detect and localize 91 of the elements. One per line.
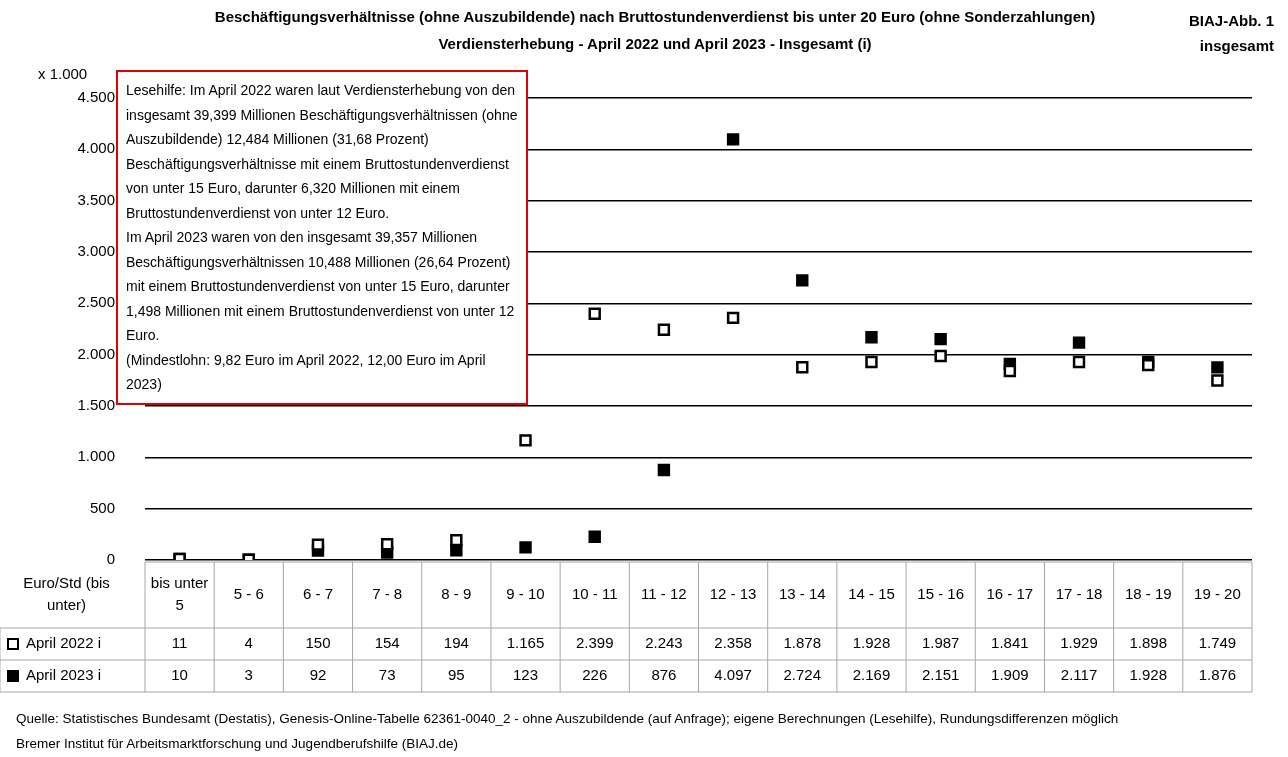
x-tick-label: 10 - 11	[571, 585, 618, 603]
x-tick-label: 14 - 15	[848, 585, 895, 603]
data-label: 3	[244, 666, 253, 684]
data-label: 92	[309, 666, 327, 684]
y-axis-title: x 1.000	[38, 65, 88, 82]
point	[519, 434, 532, 447]
data-label: 2.151	[921, 666, 960, 684]
data-label: 1.928	[1129, 666, 1167, 684]
point	[865, 331, 878, 344]
point	[796, 360, 809, 374]
x-tick-label: 5 - 6	[233, 585, 264, 603]
x-tick-label: 6 - 7	[302, 585, 333, 603]
point	[519, 541, 532, 554]
x-tick-label: 9 - 10	[506, 585, 545, 603]
point	[726, 311, 740, 325]
data-label: 1.749	[1198, 634, 1237, 652]
data-label: 154	[374, 634, 400, 652]
data-label: 226	[582, 666, 608, 684]
x-tick-label: 8 - 9	[441, 585, 472, 603]
text: Bremer Institut für Arbeitsmarktforschung und Jugendberufshilfe (BIAJ.de)	[16, 736, 458, 751]
legend-label: April 2023 i	[26, 666, 102, 684]
data-label: 4	[244, 634, 253, 652]
point	[657, 323, 671, 336]
x-tick-label: 17 - 18	[1055, 585, 1103, 603]
text: insgesamt	[1199, 37, 1274, 54]
point	[588, 530, 601, 543]
point	[1003, 364, 1017, 378]
data-label: 1.876	[1198, 666, 1237, 684]
chart-title: Beschäftigungsverhältnisse (ohne Auszubildende) nach Bruttostundenverdienst bis unter 20 Euro (ohne Sonderzahlungen)	[214, 8, 1096, 25]
legend-label: April 2022 i	[26, 634, 102, 652]
y-tick-label: 3.000	[77, 242, 115, 260]
source-note: Quelle: Statistisches Bundesamt (Destatis), Genesis-Online-Tabelle 62361-0040_2 - ohne Auszubildende (auf Anfrage); eigene Berechnungen (Lesehilfe), Rundungsdifferenzen möglich	[16, 711, 1119, 726]
point	[726, 133, 740, 146]
data-label: 1.841	[991, 634, 1029, 652]
chart-subtitle: Verdiensterhebung - April 2022 und April 2023 - Insgesamt (i)	[438, 35, 872, 52]
point	[1211, 361, 1224, 374]
data-label: 95	[448, 666, 465, 684]
point	[1072, 355, 1086, 369]
y-tick-label: 4.500	[77, 88, 115, 106]
x-tick-label: 7 - 8	[372, 585, 403, 603]
data-label: 876	[651, 666, 677, 684]
x-tick-label: 19 - 20	[1194, 585, 1241, 603]
x-tick-label: 16 - 17	[986, 585, 1034, 603]
y-tick-label: 3.500	[77, 190, 115, 208]
data-label: 194	[443, 634, 469, 652]
x-tick-label: 12 - 13	[709, 585, 757, 603]
point	[380, 537, 394, 551]
data-label: 1.928	[852, 634, 891, 652]
x-tick-label: 18 - 19	[1124, 585, 1172, 603]
data-label: 2.169	[852, 666, 891, 684]
y-tick-label: 1.000	[77, 447, 115, 465]
data-label: 4.097	[714, 666, 752, 684]
data-label: 2.358	[714, 634, 752, 652]
point	[1211, 374, 1224, 387]
data-label: 1.165	[506, 634, 545, 652]
point	[1072, 336, 1086, 349]
x-tick-label: 11 - 12	[641, 585, 687, 603]
x-tick-label: 13 - 14	[778, 585, 826, 603]
point	[588, 307, 601, 320]
y-tick-label: 0	[106, 550, 115, 568]
data-label: 2.243	[645, 634, 683, 652]
data-label: 1.929	[1060, 634, 1098, 652]
data-label: 10	[171, 666, 188, 684]
data-label: 150	[305, 634, 331, 652]
data-label: 2.724	[783, 666, 822, 684]
point	[934, 332, 947, 346]
y-tick-label: 1.500	[77, 396, 115, 414]
y-tick-label: 2.500	[77, 293, 115, 311]
point	[657, 463, 671, 477]
text: BIAJ-Abb. 1	[1188, 12, 1274, 29]
point	[311, 538, 325, 551]
data-label: 11	[171, 634, 188, 652]
point	[450, 533, 463, 547]
data-label: 73	[378, 666, 396, 684]
data-label: 2.117	[1060, 666, 1098, 684]
y-tick-label: 2.000	[77, 344, 115, 362]
data-label: 1.898	[1129, 634, 1167, 652]
data-label: 1.909	[991, 666, 1029, 684]
y-tick-label: 500	[89, 498, 115, 516]
data-label: 2.399	[575, 634, 614, 652]
x-axis-title: Euro/Std (bis unter)	[23, 574, 110, 614]
text: Lesehilfe: Im April 2022 waren laut Verdiensterhebung von den insgesamt 39,399 Millionen Beschäftigungsverhältnissen (ohne Auszubildende) 12,484 Millionen (31,68 Prozent) Beschäftigungsverhältnisse mit einem Bruttostundenverdienst von unter 15 Euro, darunter 6,320 Millionen mit einem Bruttostundenverdienst von unter 12 Euro. Im April 2023 waren von den insgesamt 39,357 Millionen Beschäftigungsverhältnissen 10,488 Millionen (26,64 Prozent) mit einem Bruttostundenverdienst von unter 15 Euro, darunter 1,498 Millionen mit einem Bruttostundenverdienst von unter 12 Euro. (Mindestlohn: 9,82 Euro im April 2022, 12,00 Euro im April 2023)	[126, 82, 518, 392]
y-tick-label: 4.000	[77, 139, 115, 157]
data-label: 1.878	[783, 634, 822, 652]
point	[865, 355, 878, 369]
data-label: 123	[513, 666, 539, 684]
data-label: 1.987	[921, 634, 960, 652]
x-tick-label: 15 - 16	[917, 585, 965, 603]
point	[796, 274, 809, 287]
point	[934, 349, 947, 363]
x-tick-label: bis unter 5	[150, 574, 209, 614]
